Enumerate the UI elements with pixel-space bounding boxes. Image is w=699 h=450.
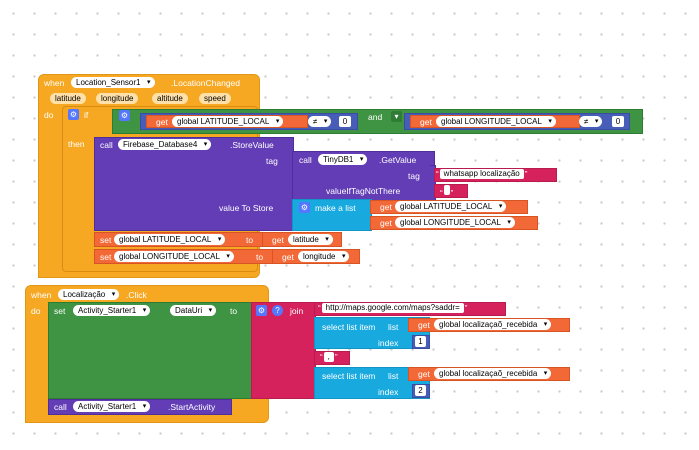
param-latitude[interactable]: latitude (50, 93, 86, 104)
call-keyword: call (54, 402, 67, 412)
localizacao-var-dropdown[interactable]: global localizaçaõ_recebida (434, 319, 552, 330)
firebase-component-dropdown[interactable]: Firebase_Database4 (118, 139, 212, 150)
localizacao-button-dropdown[interactable]: Localização (58, 289, 120, 300)
to-keyword: to (246, 235, 254, 245)
neq-operator[interactable]: ≠ (579, 116, 603, 127)
param-longitude[interactable]: longitude (96, 93, 139, 104)
value-to-store-label: value To Store (219, 203, 274, 213)
activity-starter-dropdown[interactable]: Activity_Starter1 (73, 305, 151, 316)
param-altitude[interactable]: altitude (152, 93, 188, 104)
get-keyword: get (418, 320, 430, 330)
tag-label: tag (266, 156, 278, 166)
lat-var-dropdown[interactable]: global LATITUDE_LOCAL (172, 116, 284, 127)
localizacao-var-dropdown[interactable]: global localizaçaõ_recebida (434, 368, 552, 379)
longitude-param-dropdown[interactable]: longitude (298, 251, 350, 262)
param-speed[interactable]: speed (199, 93, 231, 104)
get-keyword: get (380, 218, 392, 228)
call-keyword: call (299, 155, 312, 165)
lon-var-dropdown[interactable]: global LONGITUDE_LOCAL (395, 217, 515, 228)
if-keyword: if (84, 110, 89, 120)
set-keyword: set (54, 306, 66, 316)
get-keyword: get (272, 235, 284, 245)
number-zero[interactable]: 0 (612, 116, 624, 127)
get-keyword: get (418, 369, 430, 379)
get-keyword: get (380, 202, 392, 212)
and-keyword: and (368, 112, 383, 122)
then-keyword: then (68, 139, 85, 149)
set-keyword: set (100, 235, 112, 245)
list-label: list (388, 322, 399, 332)
call-keyword: call (100, 140, 113, 150)
latitude-param-dropdown[interactable]: latitude (288, 234, 333, 245)
data-uri-dropdown[interactable]: DataUri (170, 305, 217, 316)
lat-var-dropdown[interactable]: global LATITUDE_LOCAL (395, 201, 507, 212)
index-label: index (378, 338, 399, 348)
event-name: .LocationChanged (171, 78, 241, 88)
store-method: .StoreValue (230, 140, 274, 150)
url-string[interactable]: “http://maps.google.com/maps?saddr=” (318, 303, 468, 313)
store-value-block[interactable] (94, 137, 294, 231)
when-keyword: when (44, 78, 65, 88)
gear-icon[interactable]: ⚙ (299, 202, 310, 213)
tag-string[interactable]: “whatsapp localização” (436, 169, 528, 179)
help-icon[interactable]: ? (272, 305, 283, 316)
to-keyword: to (256, 252, 264, 262)
do-keyword: do (44, 110, 54, 120)
make-list-label: make a list (315, 203, 356, 213)
gear-icon[interactable]: ⚙ (256, 305, 267, 316)
select-list-item-label: select list item (322, 322, 376, 332)
lon-var-dropdown[interactable]: global LONGITUDE_LOCAL (114, 251, 234, 262)
get-keyword: get (420, 117, 432, 127)
comma-string[interactable]: “,” (320, 352, 338, 362)
join-keyword: join (290, 306, 304, 316)
lat-var-dropdown[interactable]: global LATITUDE_LOCAL (114, 234, 226, 245)
empty-string-block[interactable] (434, 184, 468, 198)
set-data-uri-block[interactable] (48, 302, 253, 399)
gear-icon[interactable]: ⚙ (119, 110, 130, 121)
gear-icon[interactable]: ⚙ (68, 109, 79, 120)
select-list-item-label: select list item (322, 371, 376, 381)
location-sensor-dropdown[interactable]: Location_Sensor1 (71, 77, 155, 88)
when-keyword: when (31, 290, 52, 300)
get-keyword: get (156, 117, 168, 127)
lon-var-dropdown[interactable]: global LONGITUDE_LOCAL (436, 116, 556, 127)
join-block[interactable] (251, 302, 316, 399)
index-label: index (378, 387, 399, 397)
dropdown-toggle-icon[interactable]: ▾ (391, 111, 402, 122)
start-activity-method: .StartActivity (168, 402, 216, 412)
tag-label: tag (408, 171, 420, 181)
value-if-not-there-label: valueIfTagNotThere (326, 186, 401, 196)
get-keyword: get (282, 252, 294, 262)
number-zero[interactable]: 0 (339, 116, 351, 127)
set-keyword: set (100, 252, 112, 262)
event-name: .Click (126, 290, 147, 300)
tinydb-component-dropdown[interactable]: TinyDB1 (318, 154, 368, 165)
get-value-method: .GetValue (379, 155, 417, 165)
to-keyword: to (230, 306, 238, 316)
activity-starter-dropdown[interactable]: Activity_Starter1 (73, 401, 151, 412)
do-keyword: do (31, 306, 41, 316)
neq-operator[interactable]: ≠ (308, 116, 332, 127)
list-label: list (388, 371, 399, 381)
index-number[interactable]: 2 (415, 385, 426, 396)
empty-string[interactable]: “” (440, 185, 453, 198)
index-number[interactable]: 1 (415, 336, 426, 347)
